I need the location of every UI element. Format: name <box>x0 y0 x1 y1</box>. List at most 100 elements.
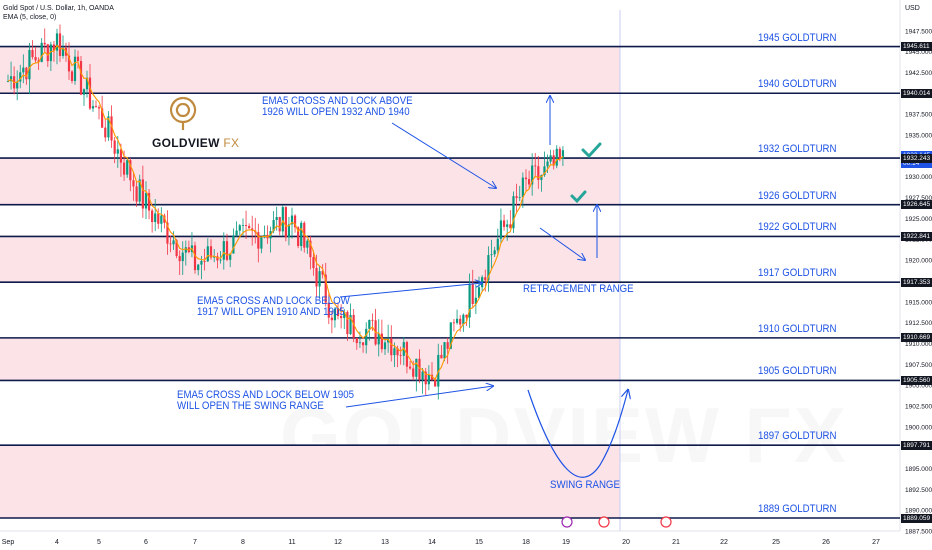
swing-range-curve <box>527 390 628 478</box>
candle-body <box>144 193 148 209</box>
candle-body <box>415 358 418 377</box>
candle-body <box>521 177 524 198</box>
candle-body <box>399 355 402 357</box>
candle-body <box>534 165 537 167</box>
time-tick-label: 18 <box>522 539 530 546</box>
candle-body <box>327 302 330 318</box>
candle-body <box>340 316 343 319</box>
candle-body <box>160 215 163 224</box>
candle-body <box>16 81 19 89</box>
candle-body <box>297 227 300 246</box>
candle-body <box>166 222 169 244</box>
price-tick-label: 1892.500 <box>905 487 932 494</box>
candle-body <box>58 33 62 56</box>
symbol-title[interactable]: Gold Spot / U.S. Dollar, 1h, OANDA <box>3 5 114 12</box>
arrow-above-annotation <box>391 122 496 188</box>
level-price-tag: 1897.791 <box>901 440 932 450</box>
candle-body <box>315 268 318 287</box>
candle-body <box>70 71 74 81</box>
logo-brand: GOLDVIEW <box>152 136 220 150</box>
candle-body <box>216 256 219 261</box>
candle-body <box>213 256 216 258</box>
candle-body <box>555 148 558 166</box>
candle-body <box>281 207 284 232</box>
annotation-ema-below: EMA5 CROSS AND LOCK BELOW 1917 WILL OPEN… <box>197 296 350 318</box>
candle-body <box>293 215 297 228</box>
time-tick-label: 5 <box>97 539 101 546</box>
candle-body <box>424 371 427 385</box>
level-price-tag: 1922.841 <box>901 231 932 241</box>
candle-body <box>365 328 368 346</box>
check-icon <box>581 142 602 159</box>
level-label: 1922 GOLDTURN <box>758 221 837 234</box>
annotation-retracement: RETRACEMENT RANGE <box>523 283 634 295</box>
event-icon <box>561 516 573 528</box>
time-tick-label: 4 <box>55 539 59 546</box>
candle-body <box>493 250 496 255</box>
candle-body <box>40 42 43 62</box>
candle-body <box>141 179 144 209</box>
price-tick-label: 1925.000 <box>905 216 932 223</box>
price-tick-label: 1905.000 <box>905 383 932 390</box>
candle-body <box>82 89 86 95</box>
indicator-label[interactable]: EMA (5, close, 0) <box>3 14 57 21</box>
candle-body <box>67 55 71 72</box>
candle-body <box>169 243 172 245</box>
candle-body <box>537 166 540 180</box>
time-tick-label: 25 <box>772 539 780 546</box>
time-tick-label: 26 <box>822 539 830 546</box>
candle-body <box>390 338 393 356</box>
candle-body <box>200 261 203 265</box>
candle-body <box>251 228 254 231</box>
candle-body <box>85 77 89 90</box>
candle-body <box>427 374 430 385</box>
level-label: 1940 GOLDTURN <box>758 78 837 91</box>
candle-body <box>502 220 506 227</box>
candle-body <box>6 81 10 82</box>
price-tick-label: 1900.000 <box>905 424 932 431</box>
candle-body <box>300 222 303 246</box>
candle-body <box>349 314 352 335</box>
candle-body <box>278 217 281 232</box>
candle-body <box>225 241 229 260</box>
time-tick-label: 7 <box>193 539 197 546</box>
level-label: 1897 GOLDTURN <box>758 430 837 443</box>
candle-body <box>561 150 565 159</box>
candle-body <box>496 238 499 251</box>
time-tick-label: 19 <box>562 539 570 546</box>
level-price-tag: 1889.059 <box>901 513 932 523</box>
candle-body <box>506 224 509 227</box>
chart-header: Gold Spot / U.S. Dollar, 1h, OANDA EMA (… <box>3 4 114 22</box>
candle-body <box>203 261 206 262</box>
level-price-tag: 1917.353 <box>901 277 932 287</box>
candle-body <box>430 374 434 380</box>
candle-body <box>309 240 312 258</box>
price-tick-label: 1902.500 <box>905 403 932 410</box>
candle-body <box>46 44 49 62</box>
arrow-swing-annotation <box>345 386 493 408</box>
zone-band <box>0 445 620 519</box>
candle-body <box>222 241 225 260</box>
candle-body <box>343 311 346 319</box>
price-tick-label: 1930.000 <box>905 174 932 181</box>
level-price-tag: 1926.645 <box>901 200 932 210</box>
candle-body <box>462 314 465 325</box>
logo-wordmark: GOLDVIEW FX <box>152 136 239 150</box>
ema-line <box>7 44 564 381</box>
level-label: 1905 GOLDTURN <box>758 365 837 378</box>
candle-body <box>306 240 309 248</box>
candle-body <box>79 61 83 95</box>
candle-body <box>76 56 80 62</box>
candle-body <box>490 254 493 256</box>
candle-body <box>549 155 552 162</box>
candle-body <box>383 342 387 350</box>
annotation-swing: EMA5 CROSS AND LOCK BELOW 1905 WILL OPEN… <box>177 390 354 412</box>
zone-band <box>0 337 620 381</box>
annotation-swing-range: SWING RANGE <box>550 479 620 491</box>
price-tick-label: 1887.500 <box>905 529 932 536</box>
price-tick-label: 1947.500 <box>905 28 932 35</box>
time-tick-label: 22 <box>720 539 728 546</box>
check-icon <box>570 190 587 204</box>
candle-body <box>275 217 278 221</box>
